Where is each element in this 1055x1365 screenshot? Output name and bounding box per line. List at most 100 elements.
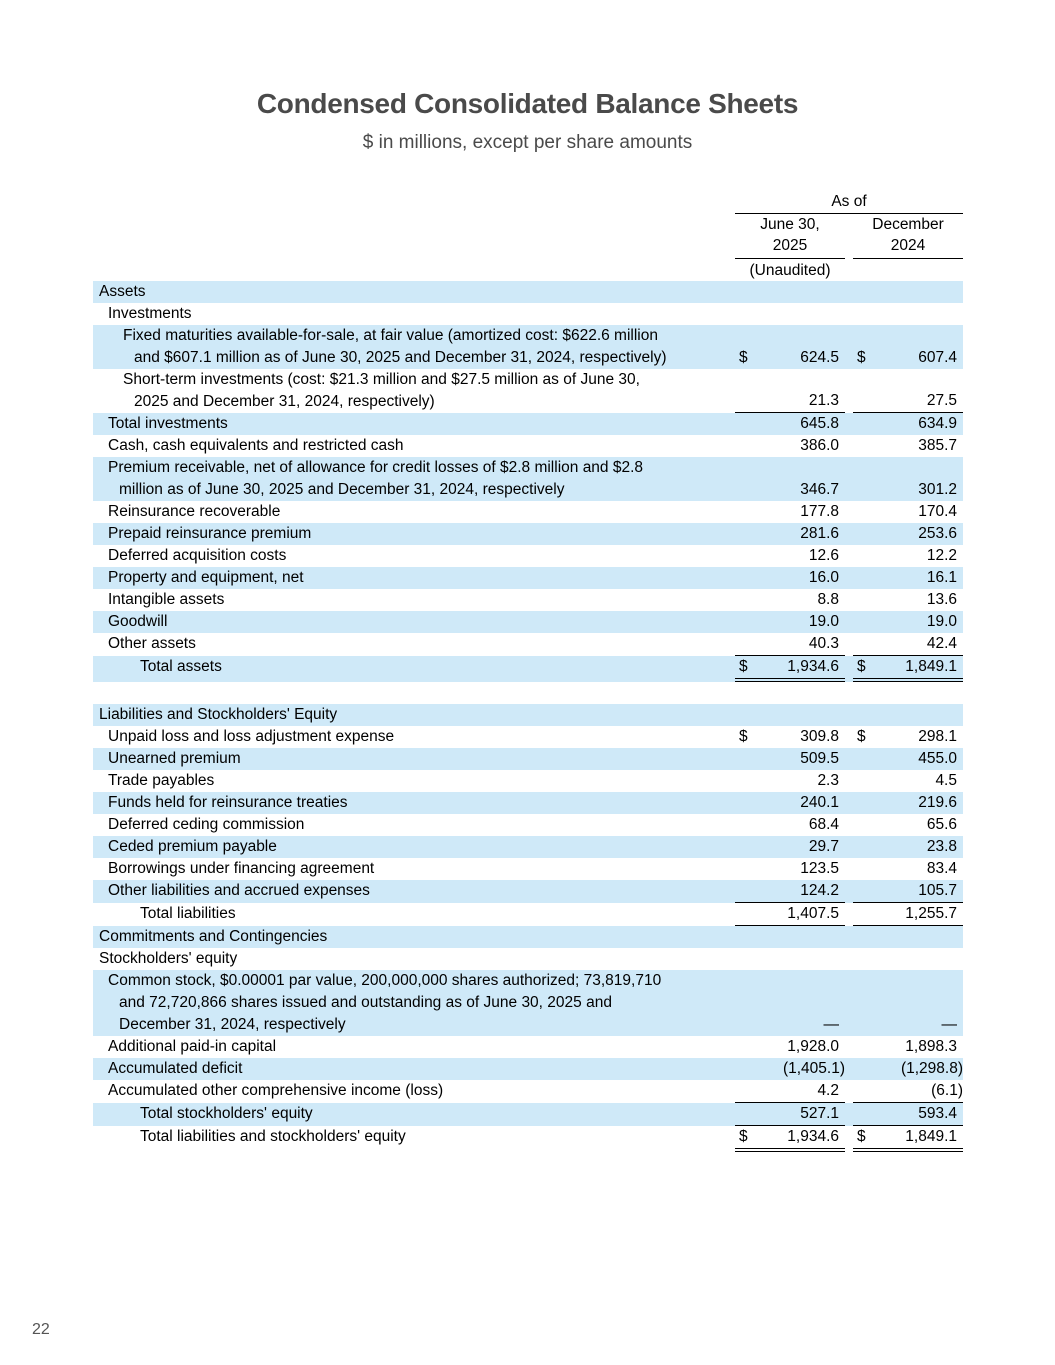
value-cell-jun-2025: 509.5 bbox=[735, 748, 845, 770]
row-label: Short-term investments (cost: $21.3 mill… bbox=[123, 371, 640, 410]
value-cell-jun-2025: 21.3 bbox=[735, 369, 845, 413]
column-gap bbox=[845, 1058, 853, 1080]
value-cell-jun-2025: 645.8 bbox=[735, 413, 845, 435]
value-cell-jun-2025: 527.1 bbox=[735, 1103, 845, 1126]
column-gap bbox=[845, 814, 853, 836]
table-row: Common stock, $0.00001 par value, 200,00… bbox=[93, 970, 963, 1036]
value-cell-jun-2025: 16.0 bbox=[735, 567, 845, 589]
value-cell-dec-2024 bbox=[853, 682, 963, 704]
row-label: Premium receivable, net of allowance for… bbox=[108, 459, 644, 498]
value-cell-dec-2024 bbox=[853, 926, 963, 948]
amount: 4.5 bbox=[935, 772, 957, 789]
value-cell-dec-2024: (6.1) bbox=[853, 1080, 963, 1103]
table-row: Stockholders' equity bbox=[93, 948, 963, 970]
value-cell-jun-2025: 8.8 bbox=[735, 589, 845, 611]
column-gap bbox=[845, 970, 853, 1036]
row-label: Property and equipment, net bbox=[108, 569, 304, 586]
amount: 527.1 bbox=[800, 1105, 839, 1122]
row-label: Investments bbox=[108, 305, 192, 322]
dollar-sign: $ bbox=[857, 349, 866, 366]
page-subtitle: $ in millions, except per share amounts bbox=[362, 132, 693, 153]
amount: (1,298.8) bbox=[900, 1060, 963, 1077]
table-body: Assets Investments Fixed maturities availa… bbox=[93, 281, 963, 1152]
dollar-sign: $ bbox=[739, 349, 748, 366]
column-gap bbox=[845, 369, 853, 413]
amount: 1,898.3 bbox=[905, 1038, 957, 1055]
column-gap bbox=[845, 656, 853, 682]
value-cell-dec-2024: 27.5 bbox=[853, 369, 963, 413]
value-cell-jun-2025: 177.8 bbox=[735, 501, 845, 523]
row-label: Common stock, $0.00001 par value, 200,00… bbox=[108, 972, 662, 1033]
amount: 23.8 bbox=[926, 838, 957, 855]
column-gap bbox=[845, 1126, 853, 1152]
amount: 298.1 bbox=[918, 728, 957, 745]
table-row: Prepaid reinsurance premium 281.6 253.6 bbox=[93, 523, 963, 545]
column-gap bbox=[845, 792, 853, 814]
value-cell-jun-2025: 281.6 bbox=[735, 523, 845, 545]
column-gap bbox=[845, 1080, 853, 1103]
row-label: Other liabilities and accrued expenses bbox=[108, 882, 370, 899]
column-gap bbox=[845, 748, 853, 770]
amount: 19.0 bbox=[808, 613, 839, 630]
amount: 645.8 bbox=[800, 415, 839, 432]
column-gap bbox=[845, 501, 853, 523]
table-header-note: (Unaudited) bbox=[93, 259, 963, 281]
row-label: Deferred ceding commission bbox=[108, 816, 305, 833]
value-cell-jun-2025: 346.7 bbox=[735, 457, 845, 501]
amount: 177.8 bbox=[800, 503, 839, 520]
row-label: Total stockholders' equity bbox=[140, 1105, 313, 1122]
value-cell-dec-2024: 593.4 bbox=[853, 1103, 963, 1126]
row-label: Total assets bbox=[140, 658, 222, 675]
amount: 19.0 bbox=[926, 613, 957, 630]
table-row: Total investments 645.8 634.9 bbox=[93, 413, 963, 435]
value-cell-jun-2025: $1,934.6 bbox=[735, 656, 845, 682]
value-cell-dec-2024: 16.1 bbox=[853, 567, 963, 589]
value-cell-jun-2025 bbox=[735, 303, 845, 325]
value-cell-jun-2025 bbox=[735, 948, 845, 970]
value-cell-jun-2025: 1,407.5 bbox=[735, 903, 845, 926]
row-label: Unpaid loss and loss adjustment expense bbox=[108, 728, 395, 745]
table-row: Accumulated other comprehensive income (… bbox=[93, 1080, 963, 1103]
table-row: Other assets 40.3 42.4 bbox=[93, 633, 963, 656]
column-gap bbox=[845, 682, 853, 704]
amount: — bbox=[823, 1016, 840, 1033]
value-cell-dec-2024: 65.6 bbox=[853, 814, 963, 836]
table-row: Fixed maturities available-for-sale, at … bbox=[93, 325, 963, 369]
value-cell-dec-2024: 634.9 bbox=[853, 413, 963, 435]
value-cell-dec-2024: 301.2 bbox=[853, 457, 963, 501]
value-cell-dec-2024: (1,298.8) bbox=[853, 1058, 963, 1080]
value-cell-dec-2024 bbox=[853, 948, 963, 970]
column-gap bbox=[845, 880, 853, 903]
amount: 1,849.1 bbox=[905, 658, 957, 675]
value-cell-jun-2025: 123.5 bbox=[735, 858, 845, 880]
value-cell-jun-2025: — bbox=[735, 970, 845, 1036]
amount: 385.7 bbox=[918, 437, 957, 454]
amount: 281.6 bbox=[800, 525, 839, 542]
column-header-december-2024: December 2024 bbox=[853, 214, 963, 259]
value-cell-dec-2024 bbox=[853, 303, 963, 325]
table-row: Property and equipment, net 16.0 16.1 bbox=[93, 567, 963, 589]
column-gap bbox=[845, 1103, 853, 1126]
row-label: Total investments bbox=[108, 415, 228, 432]
column-gap bbox=[845, 303, 853, 325]
column-gap bbox=[845, 1036, 853, 1058]
row-label: Accumulated deficit bbox=[108, 1060, 243, 1077]
value-cell-dec-2024: — bbox=[853, 970, 963, 1036]
amount: 83.4 bbox=[926, 860, 957, 877]
amount: 2.3 bbox=[817, 772, 839, 789]
amount: 1,255.7 bbox=[905, 905, 957, 922]
value-cell-jun-2025: 1,928.0 bbox=[735, 1036, 845, 1058]
amount: 27.5 bbox=[926, 392, 957, 409]
dollar-sign: $ bbox=[739, 658, 748, 675]
table-row: Investments bbox=[93, 303, 963, 325]
amount: 21.3 bbox=[808, 392, 839, 409]
column-gap bbox=[845, 948, 853, 970]
dollar-sign: $ bbox=[857, 658, 866, 675]
row-label: Assets bbox=[99, 283, 146, 300]
row-label: Deferred acquisition costs bbox=[108, 547, 287, 564]
row-label: Total liabilities and stockholders' equi… bbox=[140, 1128, 406, 1145]
amount: 13.6 bbox=[926, 591, 957, 608]
value-cell-dec-2024: 83.4 bbox=[853, 858, 963, 880]
table-row bbox=[93, 682, 963, 704]
value-cell-dec-2024: $607.4 bbox=[853, 325, 963, 369]
